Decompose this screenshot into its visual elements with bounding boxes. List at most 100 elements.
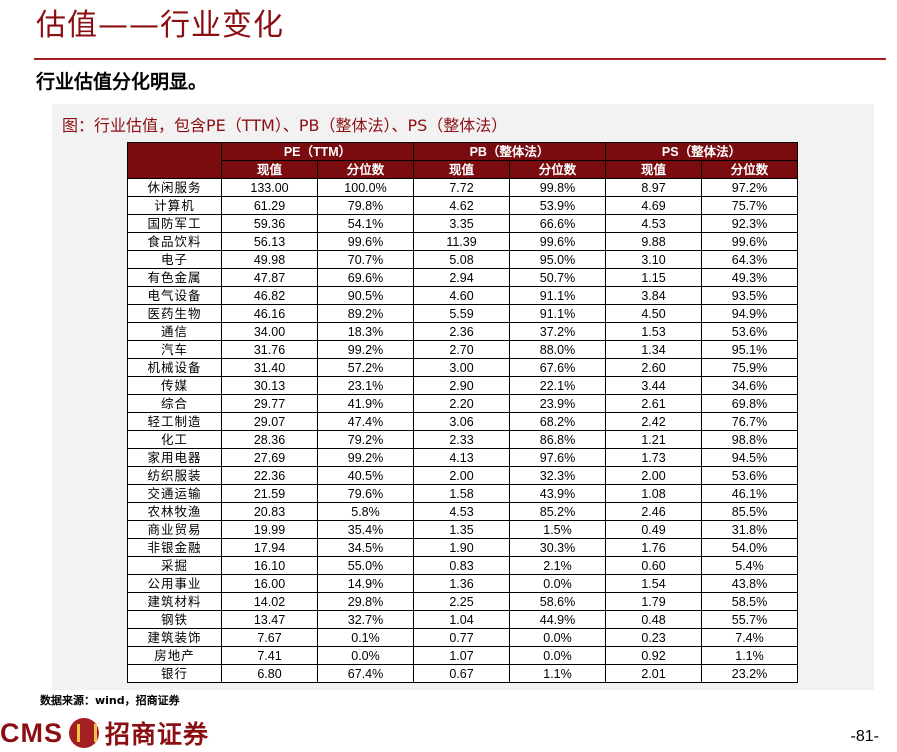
table-group-header-row: PE（TTM） PB（整体法） PS（整体法） [127,142,798,179]
value-cell: 29.8% [317,592,414,611]
value-cell: 31.40 [221,358,318,377]
table-row: 有色金属 47.87 69.6% 2.94 50.7% 1.15 49.3% [127,268,798,287]
value-cell: 59.36 [221,214,318,233]
value-cell: 3.84 [605,286,702,305]
table-row: 交通运输 21.59 79.6% 1.58 43.9% 1.08 46.1% [127,484,798,503]
value-cell: 1.5% [509,520,606,539]
value-cell: 23.2% [701,664,798,683]
value-cell: 30.13 [221,376,318,395]
value-cell: 11.39 [413,232,510,251]
logo-text: CMS [0,717,63,748]
value-cell: 67.4% [317,664,414,683]
value-cell: 3.35 [413,214,510,233]
industry-cell: 农林牧渔 [127,502,222,521]
value-cell: 46.1% [701,484,798,503]
value-cell: 2.1% [509,556,606,575]
industry-cell: 轻工制造 [127,412,222,431]
value-cell: 34.6% [701,376,798,395]
industry-cell: 商业贸易 [127,520,222,539]
industry-cell: 公用事业 [127,574,222,593]
value-cell: 68.2% [509,412,606,431]
value-cell: 1.36 [413,574,510,593]
value-cell: 1.15 [605,268,702,287]
value-cell: 79.6% [317,484,414,503]
table-row: 食品饮料 56.13 99.6% 11.39 99.6% 9.88 99.6% [127,232,798,251]
value-cell: 20.83 [221,502,318,521]
industry-cell: 交通运输 [127,484,222,503]
value-cell: 0.0% [509,628,606,647]
value-cell: 0.92 [605,646,702,665]
value-cell: 58.6% [509,592,606,611]
value-cell: 0.60 [605,556,702,575]
value-cell: 2.42 [605,412,702,431]
table-row: 公用事业 16.00 14.9% 1.36 0.0% 1.54 43.8% [127,574,798,593]
value-cell: 1.58 [413,484,510,503]
value-cell: 13.47 [221,610,318,629]
value-cell: 99.2% [317,448,414,467]
table-row: 商业贸易 19.99 35.4% 1.35 1.5% 0.49 31.8% [127,520,798,539]
value-cell: 29.77 [221,394,318,413]
subheader-ps-percentile: 分位数 [701,160,798,179]
value-cell: 49.3% [701,268,798,287]
logo-emblem-icon [69,718,99,748]
value-cell: 99.6% [701,232,798,251]
industry-cell: 国防军工 [127,214,222,233]
value-cell: 5.08 [413,250,510,269]
table-row: 通信 34.00 18.3% 2.36 37.2% 1.53 53.6% [127,322,798,341]
value-cell: 1.35 [413,520,510,539]
table-row: 综合 29.77 41.9% 2.20 23.9% 2.61 69.8% [127,394,798,413]
value-cell: 5.8% [317,502,414,521]
value-cell: 94.5% [701,448,798,467]
value-cell: 29.07 [221,412,318,431]
value-cell: 91.1% [509,286,606,305]
value-cell: 75.7% [701,196,798,215]
value-cell: 16.00 [221,574,318,593]
value-cell: 56.13 [221,232,318,251]
value-cell: 1.73 [605,448,702,467]
industry-cell: 传媒 [127,376,222,395]
table-body: 休闲服务 133.00 100.0% 7.72 99.8% 8.97 97.2% 计算机 61.… [127,178,798,683]
value-cell: 47.87 [221,268,318,287]
industry-cell: 综合 [127,394,222,413]
value-cell: 133.00 [221,178,318,197]
value-cell: 41.9% [317,394,414,413]
value-cell: 93.5% [701,286,798,305]
value-cell: 6.80 [221,664,318,683]
table-row: 汽车 31.76 99.2% 2.70 88.0% 1.34 95.1% [127,340,798,359]
subheader-pe-value: 现值 [221,160,318,179]
value-cell: 95.1% [701,340,798,359]
industry-cell: 纺织服装 [127,466,222,485]
value-cell: 90.5% [317,286,414,305]
value-cell: 3.00 [413,358,510,377]
value-cell: 0.49 [605,520,702,539]
table-row: 银行 6.80 67.4% 0.67 1.1% 2.01 23.2% [127,664,798,683]
value-cell: 2.20 [413,394,510,413]
table-row: 建筑装饰 7.67 0.1% 0.77 0.0% 0.23 7.4% [127,628,798,647]
value-cell: 0.67 [413,664,510,683]
value-cell: 1.76 [605,538,702,557]
table-row: 非银金融 17.94 34.5% 1.90 30.3% 1.76 54.0% [127,538,798,557]
value-cell: 3.06 [413,412,510,431]
value-cell: 30.3% [509,538,606,557]
value-cell: 28.36 [221,430,318,449]
table-row: 化工 28.36 79.2% 2.33 86.8% 1.21 98.8% [127,430,798,449]
value-cell: 1.07 [413,646,510,665]
value-cell: 8.97 [605,178,702,197]
value-cell: 54.0% [701,538,798,557]
value-cell: 23.9% [509,394,606,413]
industry-cell: 建筑材料 [127,592,222,611]
value-cell: 69.8% [701,394,798,413]
value-cell: 57.2% [317,358,414,377]
value-cell: 19.99 [221,520,318,539]
value-cell: 2.36 [413,322,510,341]
industry-cell: 计算机 [127,196,222,215]
industry-cell: 通信 [127,322,222,341]
value-cell: 32.7% [317,610,414,629]
value-cell: 89.2% [317,304,414,323]
value-cell: 4.62 [413,196,510,215]
industry-cell: 化工 [127,430,222,449]
value-cell: 66.6% [509,214,606,233]
industry-cell: 机械设备 [127,358,222,377]
value-cell: 2.00 [413,466,510,485]
value-cell: 7.41 [221,646,318,665]
